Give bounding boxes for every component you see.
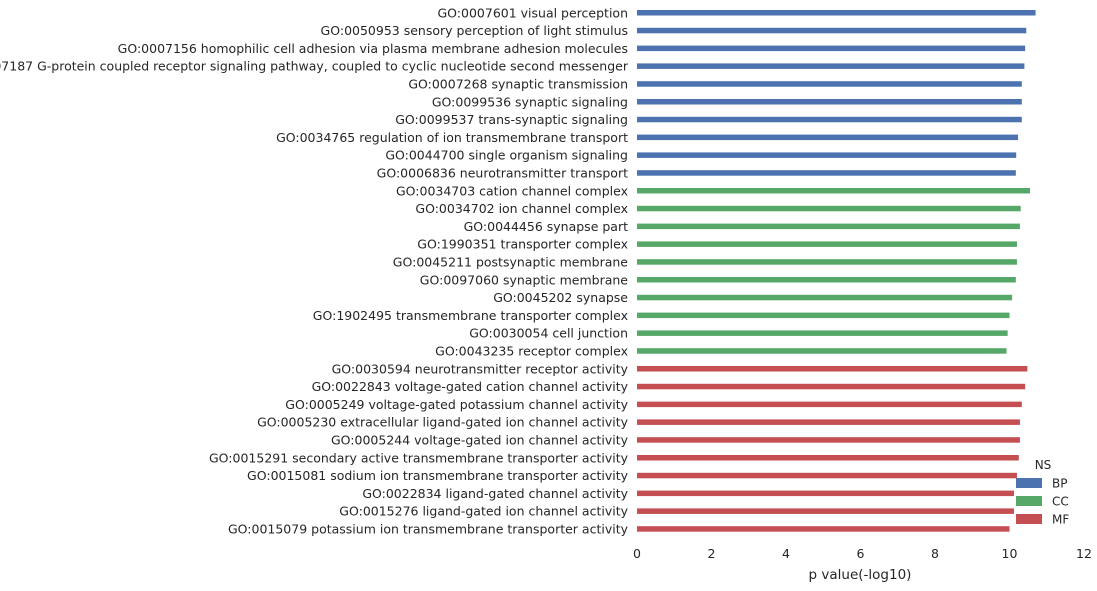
category-label: GO:0022834 ligand-gated channel activity: [362, 486, 628, 501]
category-label: GO:0044700 single organism signaling: [385, 148, 628, 163]
bar-bp: [637, 152, 1017, 158]
category-label: GO:0015081 sodium ion transmembrane tran…: [247, 468, 629, 483]
bar-cc: [637, 294, 1013, 301]
bar-bp: [637, 134, 1019, 141]
category-label: GO:1902495 transmembrane transporter com…: [313, 308, 628, 323]
category-label: GO:0099537 trans-synaptic signaling: [395, 112, 628, 127]
bar-cc: [637, 205, 1021, 212]
legend-title: NS: [1035, 458, 1052, 472]
bar-bp: [637, 10, 1036, 16]
category-label: GO:0043235 receptor complex: [435, 343, 628, 358]
bar-bp: [637, 81, 1022, 87]
legend-label-cc: CC: [1052, 495, 1069, 509]
bar-cc: [637, 241, 1017, 247]
x-tick-label: 12: [1076, 546, 1092, 561]
category-label: GO:0044456 synapse part: [464, 219, 628, 234]
bar-mf: [637, 472, 1017, 479]
legend-label-mf: MF: [1052, 513, 1069, 527]
category-label: GO:0097060 synaptic membrane: [420, 272, 629, 287]
category-label: GO:0045211 postsynaptic membrane: [393, 254, 629, 269]
category-label: GO:0050953 sensory perception of light s…: [321, 23, 628, 38]
category-label: GO:0045202 synapse: [493, 290, 628, 305]
category-label: GO:1990351 transporter complex: [417, 237, 628, 252]
bar-mf: [637, 490, 1014, 497]
x-axis-ticks: 0 2 4 6 8 10 12: [633, 546, 1092, 561]
category-label: GO:0034703 cation channel complex: [396, 183, 628, 198]
bar-bp: [637, 45, 1026, 52]
bar-cc: [637, 188, 1030, 194]
bars-layer: [637, 10, 1036, 532]
legend: NS BP CC MF: [1016, 458, 1069, 527]
bar-cc: [637, 223, 1020, 230]
category-label: GO:0005244 voltage-gated ion channel act…: [331, 432, 629, 447]
category-label: GO:0030594 neurotransmitter receptor act…: [332, 361, 629, 376]
category-label: GO:0006836 neurotransmitter transport: [377, 165, 628, 180]
x-tick-label: 6: [857, 546, 865, 561]
bar-bp: [637, 99, 1022, 105]
x-tick-label: 10: [1002, 546, 1018, 561]
category-label: GO:0007601 visual perception: [437, 5, 628, 20]
category-label: GO:0015276 ligand-gated ion channel acti…: [339, 504, 628, 519]
bar-mf: [637, 383, 1026, 390]
legend-swatch-mf: [1016, 514, 1042, 524]
category-label: GO:0022843 voltage-gated cation channel …: [312, 379, 629, 394]
legend-entries: BP CC MF: [1016, 477, 1069, 527]
bar-mf: [637, 455, 1019, 461]
bar-mf: [637, 401, 1022, 408]
category-label: GO:0005230 extracellular ligand-gated io…: [257, 415, 629, 430]
category-label: GO:0007268 synaptic transmission: [408, 76, 628, 91]
bar-mf: [637, 366, 1028, 372]
x-tick-label: 4: [782, 546, 790, 561]
bar-mf: [637, 437, 1020, 443]
category-label: GO:0005249 voltage-gated potassium chann…: [285, 397, 628, 412]
bar-cc: [637, 330, 1008, 336]
bar-bp: [637, 63, 1025, 69]
legend-swatch-cc: [1016, 496, 1042, 506]
legend-swatch-bp: [1016, 478, 1042, 488]
bar-cc: [637, 348, 1007, 354]
category-label: GO:0007187 G-protein coupled receptor si…: [0, 59, 629, 74]
x-tick-label: 8: [931, 546, 939, 561]
category-label: GO:0099536 synaptic signaling: [432, 94, 628, 109]
category-label: GO:0034702 ion channel complex: [415, 201, 628, 216]
x-axis-label: p value(-log10): [809, 567, 912, 583]
category-label: GO:0015291 secondary active transmembran…: [209, 450, 629, 465]
bar-mf: [637, 526, 1010, 532]
x-tick-label: 0: [633, 546, 641, 561]
bar-cc: [637, 312, 1010, 319]
x-tick-label: 2: [708, 546, 716, 561]
bar-bp: [637, 170, 1016, 176]
bar-mf: [637, 419, 1020, 425]
bar-cc: [637, 277, 1016, 283]
bar-bp: [637, 116, 1022, 123]
category-label: GO:0034765 regulation of ion transmembra…: [276, 130, 628, 145]
legend-label-bp: BP: [1052, 477, 1067, 491]
bar-bp: [637, 27, 1027, 34]
category-labels: GO:0007601 visual perception GO:0050953 s…: [0, 5, 629, 536]
category-label: GO:0007156 homophilic cell adhesion via …: [118, 41, 628, 56]
bar-mf: [637, 508, 1014, 514]
bar-cc: [637, 259, 1017, 265]
category-label: GO:0015079 potassium ion transmembrane t…: [228, 521, 629, 536]
category-label: GO:0030054 cell junction: [469, 326, 628, 341]
